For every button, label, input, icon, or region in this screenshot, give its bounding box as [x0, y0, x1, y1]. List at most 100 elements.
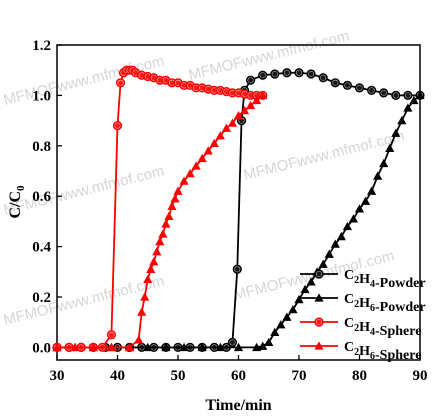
- data-point-fill: [199, 85, 205, 91]
- data-point: [215, 131, 225, 140]
- data-point: [379, 158, 389, 168]
- data-point: [391, 128, 401, 137]
- watermark-text: MFMOFwww.mfmof.com: [242, 127, 406, 183]
- data-point: [348, 214, 359, 223]
- data-point-fill: [248, 77, 254, 83]
- data-point: [143, 342, 153, 352]
- data-point-fill: [139, 72, 145, 78]
- series-3: [52, 90, 268, 352]
- series-2: [52, 65, 268, 353]
- data-point-fill: [284, 70, 290, 76]
- data-point: [324, 249, 334, 258]
- axis-ticks: 30 40 50 60 70 80 90 0.0 0.2 0.4 0.6 0.8 1.0 1.2: [32, 38, 427, 384]
- data-point: [185, 168, 195, 178]
- y-tick-label: 0.4: [32, 240, 51, 256]
- legend-label: C2H6-Powder: [344, 292, 426, 315]
- x-tick-label: 40: [110, 368, 125, 384]
- data-point: [173, 186, 183, 195]
- data-point-fill: [332, 80, 338, 86]
- data-point: [233, 110, 244, 120]
- data-point: [209, 138, 219, 147]
- data-point: [415, 90, 425, 100]
- data-point-fill: [117, 80, 124, 86]
- data-point-fill: [175, 80, 181, 86]
- data-point: [276, 320, 286, 329]
- data-point-fill: [223, 89, 229, 95]
- x-tick-label: 60: [231, 368, 246, 384]
- legend-marker: [314, 341, 324, 350]
- data-point: [227, 118, 238, 127]
- legend-marker-fill: [316, 319, 322, 325]
- data-point: [252, 95, 262, 105]
- legend-label: C2H4-Sphere: [344, 316, 421, 339]
- y-axis-label-sub: 0: [15, 185, 27, 191]
- data-point: [318, 259, 328, 268]
- data-point-fill: [181, 82, 187, 88]
- legend-item: C2H6-Sphere: [300, 340, 421, 363]
- data-point-fill: [217, 87, 223, 93]
- data-point: [360, 196, 371, 205]
- data-point-fill: [248, 92, 254, 98]
- y-tick-label: 0.6: [32, 189, 51, 205]
- legend-label: C2H4-Powder: [344, 268, 426, 291]
- data-point: [246, 100, 256, 110]
- data-point: [282, 312, 292, 321]
- data-point: [146, 264, 156, 273]
- data-point-fill: [151, 75, 157, 81]
- watermark-layer: MFMOFwww.mfmof.com MFMOFwww.mfmof.comMFMO…: [2, 27, 406, 328]
- data-point-fill: [187, 82, 193, 88]
- data-point: [354, 204, 365, 213]
- x-axis-label: Time/min: [205, 397, 271, 414]
- data-point-fill: [114, 123, 121, 129]
- data-point: [288, 305, 298, 314]
- data-point: [373, 171, 383, 180]
- y-tick-label: 0.8: [32, 139, 51, 155]
- data-point: [397, 116, 407, 125]
- data-point: [140, 292, 150, 301]
- data-point: [330, 239, 340, 248]
- legend-item: C2H4-Sphere: [300, 316, 421, 339]
- data-point: [134, 335, 144, 344]
- data-point-fill: [369, 87, 375, 93]
- data-point: [155, 236, 165, 246]
- data-point: [367, 186, 377, 195]
- data-point: [221, 123, 231, 132]
- data-point-fill: [211, 87, 217, 93]
- data-point: [403, 103, 413, 112]
- data-point-fill: [405, 92, 411, 98]
- data-point-fill: [344, 82, 350, 88]
- series-line: [57, 94, 264, 349]
- data-point: [409, 95, 419, 105]
- x-tick-label: 80: [352, 368, 367, 384]
- data-point: [203, 146, 213, 155]
- data-point: [70, 342, 80, 352]
- data-point-fill: [381, 90, 387, 96]
- y-tick-label: 1.2: [32, 38, 51, 54]
- data-point: [270, 327, 280, 336]
- data-point: [191, 161, 201, 170]
- data-point: [125, 342, 135, 352]
- data-point: [300, 284, 310, 294]
- data-point-fill: [393, 92, 399, 98]
- y-axis-label-main: C/C: [7, 191, 24, 219]
- legend-marker: [314, 293, 324, 302]
- data-point: [385, 143, 395, 152]
- x-tick-label: 90: [413, 368, 428, 384]
- data-point-fill: [145, 73, 151, 80]
- data-point-fill: [254, 92, 260, 98]
- data-point: [233, 342, 244, 352]
- data-point: [306, 277, 316, 286]
- data-point: [215, 342, 225, 352]
- data-point-fill: [235, 90, 242, 96]
- data-point-fill: [205, 86, 211, 92]
- data-point: [197, 153, 207, 163]
- data-point-fill: [296, 70, 302, 76]
- data-point: [342, 221, 352, 231]
- legend: C2H4-PowderC2H6-PowderC2H4-SphereC2H6-Sp…: [300, 268, 426, 363]
- x-tick-label: 30: [50, 368, 65, 384]
- watermark-text: MFMOFwww.mfmof.com: [2, 52, 166, 108]
- data-point: [137, 307, 147, 316]
- data-point: [167, 201, 177, 210]
- data-point-fill: [238, 118, 245, 124]
